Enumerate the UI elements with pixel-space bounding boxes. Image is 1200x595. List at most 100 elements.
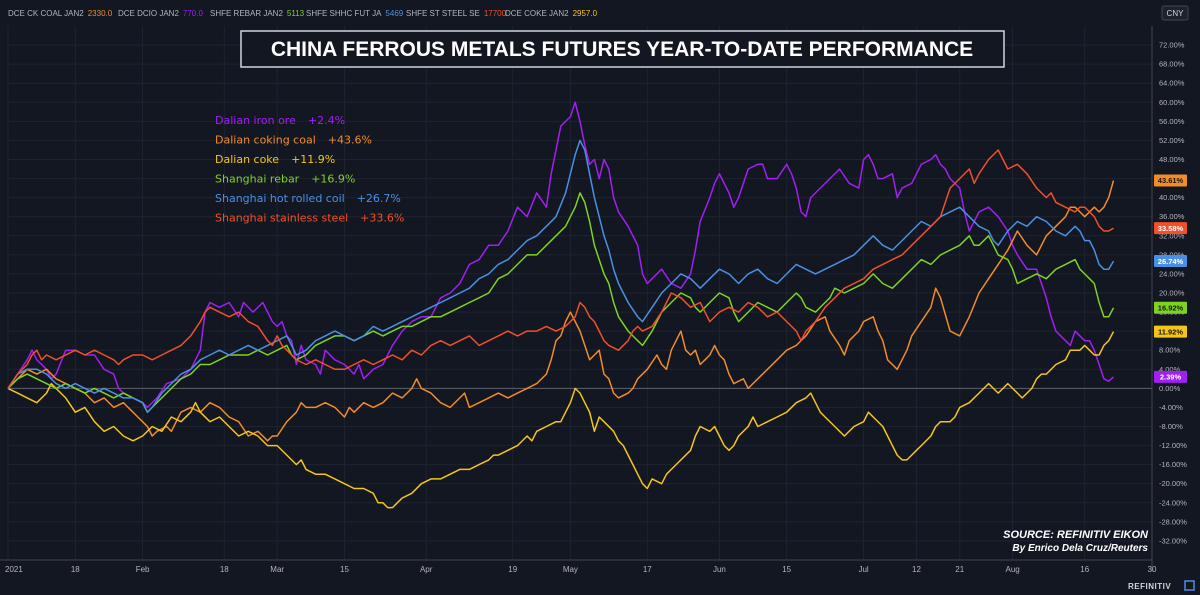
x-tick-label: 15 <box>782 565 791 574</box>
instrument-0[interactable]: DCE CK COAL JAN2 2330.0 <box>8 9 113 18</box>
instrument-5[interactable]: DCE COKE JAN2 2957.0 <box>505 9 598 18</box>
badge-label: 16.92% <box>1158 303 1184 312</box>
legend-series-value: +2.4% <box>308 114 345 127</box>
footer-brand: REFINITIV <box>1128 582 1171 591</box>
x-tick-label: 21 <box>955 565 964 574</box>
x-tick-label: Feb <box>136 565 150 574</box>
currency-label: CNY <box>1167 9 1185 18</box>
x-tick-label: 2021 <box>5 565 23 574</box>
legend: Dalian iron ore +2.4% Dalian coking coal +4… <box>215 114 404 225</box>
instrument-value: 2957.0 <box>573 9 598 18</box>
badge-bg <box>1154 174 1187 187</box>
series-line-3 <box>7 192 1115 413</box>
legend-item-3: Shanghai rebar +16.9% <box>215 173 355 186</box>
author-line: By Enrico Dela Cruz/Reuters <box>1012 543 1148 554</box>
y-tick-label: -4.00% <box>1159 403 1183 412</box>
badge-4: 26.74% <box>1154 255 1187 268</box>
badge-0: 2.39% <box>1154 370 1187 383</box>
last-value-badges: 2.39% 43.61% 11.92% 16.92% 26.74% 33.58% <box>1154 174 1187 383</box>
y-tick-label: 8.00% <box>1159 346 1181 355</box>
badge-bg <box>1154 325 1187 338</box>
x-tick-label: Jul <box>858 565 868 574</box>
brand-logo-icon <box>1184 580 1195 591</box>
y-tick-label: 32.00% <box>1159 231 1185 240</box>
y-tick-label: -24.00% <box>1159 498 1187 507</box>
x-tick-label: 17 <box>643 565 652 574</box>
legend-series-name: Dalian iron ore <box>215 114 296 127</box>
instrument-label: DCE DCIO JAN2 <box>118 9 179 18</box>
y-axis[interactable]: 72.00% 68.00% 64.00% 60.00% 56.00% 52.00% 48.0… <box>1151 26 1187 572</box>
instrument-2[interactable]: SHFE REBAR JAN2 5113 <box>210 9 305 18</box>
x-tick-label: 15 <box>340 565 349 574</box>
y-tick-label: 28.00% <box>1159 250 1185 259</box>
source-line: SOURCE: REFINITIV EIKON <box>1003 529 1149 541</box>
legend-series-value: +43.6% <box>328 134 372 147</box>
instrument-value: 2330.0 <box>88 9 113 18</box>
instrument-3[interactable]: SHFE SHHC FUT JA 5469 <box>306 9 404 18</box>
instrument-1[interactable]: DCE DCIO JAN2 770.0 <box>118 9 203 18</box>
badge-label: 2.39% <box>1160 373 1182 382</box>
x-tick-label: May <box>563 565 578 574</box>
series-line-0 <box>7 101 1115 409</box>
badge-bg <box>1154 255 1187 268</box>
series-line-1 <box>7 180 1115 442</box>
plot-area <box>7 26 1153 560</box>
y-tick-label: 24.00% <box>1159 269 1185 278</box>
x-tick-label: 12 <box>912 565 921 574</box>
legend-series-value: +33.6% <box>360 212 404 225</box>
y-tick-label: -8.00% <box>1159 422 1183 431</box>
title-box: CHINA FERROUS METALS FUTURES YEAR-TO-DAT… <box>240 30 1005 68</box>
instrument-label: DCE CK COAL JAN2 <box>8 9 84 18</box>
series-line-2 <box>7 331 1115 509</box>
x-tick-label: Jun <box>713 565 726 574</box>
title-frame <box>240 30 1005 68</box>
chart-title: CHINA FERROUS METALS FUTURES YEAR-TO-DAT… <box>271 38 973 61</box>
legend-series-name: Dalian coke <box>215 153 279 166</box>
badge-label: 43.61% <box>1158 176 1184 185</box>
badge-label: 26.74% <box>1158 257 1184 266</box>
y-tick-label: 20.00% <box>1159 289 1185 298</box>
instrument-value: 5113 <box>287 9 305 18</box>
instrument-label: SHFE SHHC FUT JA <box>306 9 382 18</box>
y-tick-label: 4.00% <box>1159 365 1181 374</box>
series-line-4 <box>7 139 1115 413</box>
y-tick-label: -12.00% <box>1159 441 1187 450</box>
currency-box[interactable] <box>1161 5 1189 21</box>
y-tick-label: 60.00% <box>1159 98 1185 107</box>
instrument-4[interactable]: SHFE ST STEEL SE 17700 <box>406 9 507 18</box>
instrument-label: DCE COKE JAN2 <box>505 9 569 18</box>
legend-series-name: Shanghai hot rolled coil <box>215 192 345 205</box>
y-tick-label: 68.00% <box>1159 60 1185 69</box>
badge-bg <box>1154 301 1187 314</box>
badge-2: 11.92% <box>1154 325 1187 338</box>
instrument-value: 5469 <box>385 9 403 18</box>
x-axis[interactable]: 2021 18 Feb 18 Mar 15 Apr 19 May 17 Jun 15 Jul 12 21 Au… <box>0 559 1157 574</box>
y-tick-label: -28.00% <box>1159 517 1187 526</box>
footer: REFINITIV <box>1128 580 1195 591</box>
badge-bg <box>1154 222 1187 235</box>
badge-bg <box>1154 370 1187 383</box>
legend-item-5: Shanghai stainless steel +33.6% <box>215 212 404 225</box>
legend-series-name: Shanghai stainless steel <box>215 212 348 225</box>
y-tick-label: 56.00% <box>1159 117 1185 126</box>
badge-1: 43.61% <box>1154 174 1187 187</box>
x-tick-label: 30 <box>1148 565 1157 574</box>
legend-item-4: Shanghai hot rolled coil +26.7% <box>215 192 401 205</box>
badge-3: 16.92% <box>1154 301 1187 314</box>
legend-series-name: Shanghai rebar <box>215 173 300 186</box>
x-tick-label: 16 <box>1080 565 1089 574</box>
x-tick-label: 19 <box>508 565 517 574</box>
x-tick-label: 18 <box>71 565 80 574</box>
x-tick-label: Mar <box>270 565 284 574</box>
source-credit: SOURCE: REFINITIV EIKON By Enrico Dela C… <box>1003 529 1149 554</box>
instrument-label: SHFE REBAR JAN2 <box>210 9 283 18</box>
badge-label: 33.58% <box>1158 224 1184 233</box>
y-tick-label: 72.00% <box>1159 41 1185 50</box>
legend-item-0: Dalian iron ore +2.4% <box>215 114 345 127</box>
legend-series-value: +11.9% <box>291 153 335 166</box>
legend-series-value: +26.7% <box>357 192 401 205</box>
legend-item-2: Dalian coke +11.9% <box>215 153 335 166</box>
y-tick-label: 0.00% <box>1159 384 1181 393</box>
y-tick-label: 64.00% <box>1159 79 1185 88</box>
